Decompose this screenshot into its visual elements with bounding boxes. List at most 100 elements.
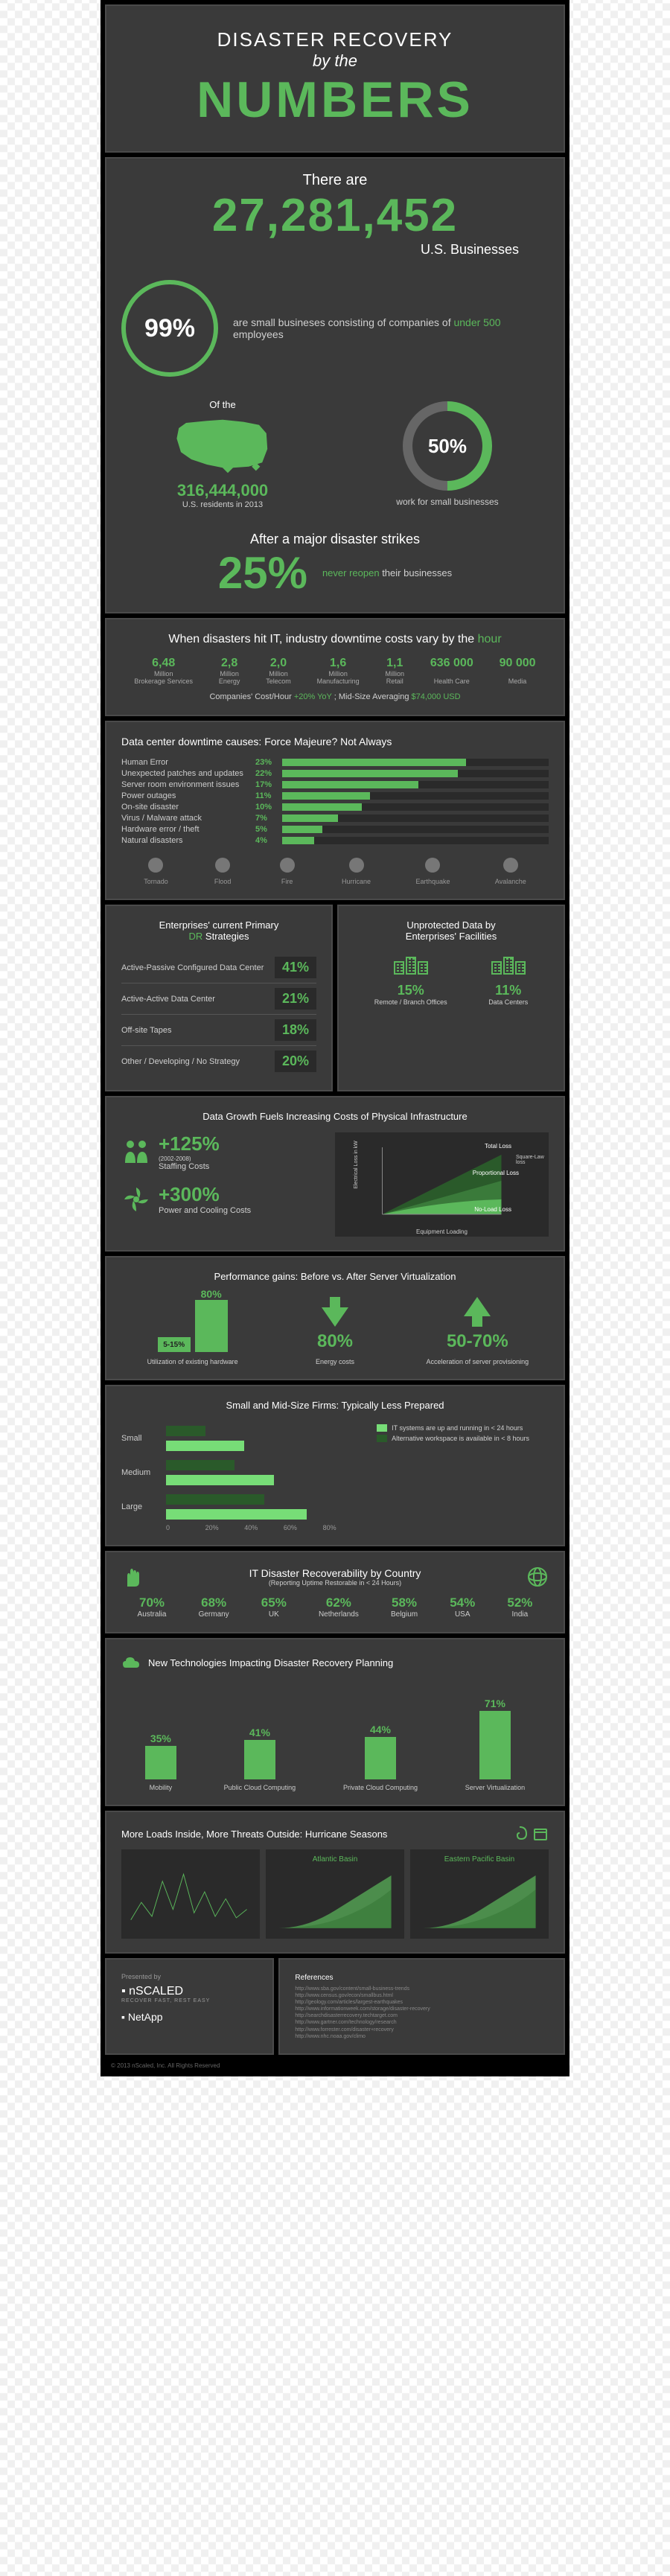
pct99-circle: 99% bbox=[121, 280, 218, 377]
dr-rows: Active-Passive Configured Data Center41%… bbox=[121, 952, 316, 1077]
cause-icons: TornadoFloodFireHurricaneEarthquakeAvala… bbox=[121, 855, 549, 885]
pct50-txt: work for small businesses bbox=[346, 497, 549, 507]
country-item: 62%Netherlands bbox=[319, 1595, 359, 1619]
countries: 70%Australia 68%Germany 65%UK 62%Netherland… bbox=[121, 1595, 549, 1619]
brand-panel: Presented by ▪ nSCALED RECOVER FAST, RES… bbox=[105, 1958, 274, 2055]
cause-row: Power outages11% bbox=[121, 791, 549, 800]
there-are: There are bbox=[121, 172, 549, 189]
residents-sub: U.S. residents in 2013 bbox=[121, 500, 324, 509]
refs-panel: References http://www.sba.gov/content/sm… bbox=[278, 1958, 565, 2055]
hurricane-chart: Atlantic Basin bbox=[266, 1849, 404, 1939]
growth-panel: Data Growth Fuels Increasing Costs of Ph… bbox=[105, 1096, 565, 1252]
prep-bars: SmallMediumLarge020%40%60%80% bbox=[121, 1421, 362, 1531]
country-item: 70%Australia bbox=[138, 1595, 167, 1619]
causes-panel: Data center downtime causes: Force Majeu… bbox=[105, 721, 565, 900]
cost-col: 6,48MillionBrokerage Services bbox=[134, 657, 193, 685]
pct99: 99% bbox=[144, 314, 195, 343]
pct50-donut: 50% bbox=[403, 401, 492, 491]
cost-col: 2,0MillionTelecom bbox=[266, 657, 291, 685]
title-line3: NUMBERS bbox=[121, 71, 549, 129]
dr-row: Active-Active Data Center21% bbox=[121, 983, 316, 1014]
disaster-icon: Flood bbox=[213, 855, 232, 885]
causes-bars: Human Error23% Unexpected patches and upd… bbox=[121, 758, 549, 845]
disaster-icon: Earthquake bbox=[415, 855, 450, 885]
footer-row: Presented by ▪ nSCALED RECOVER FAST, RES… bbox=[105, 1958, 565, 2059]
dr-row: Off-site Tapes18% bbox=[121, 1014, 316, 1045]
prep-panel: Small and Mid-Size Firms: Typically Less… bbox=[105, 1385, 565, 1546]
unprot-item: 15%Remote / Branch Offices bbox=[374, 957, 447, 1006]
cost-row: 6,48MillionBrokerage Services 2,8MillionE… bbox=[121, 657, 549, 685]
tech-item: 35%Mobility bbox=[145, 1746, 176, 1792]
prep-legend: IT systems are up and running in < 24 ho… bbox=[377, 1421, 549, 1531]
unprot-item: 11%Data Centers bbox=[488, 957, 528, 1006]
cause-row: Human Error23% bbox=[121, 758, 549, 767]
hurricane-charts: Atlantic BasinEastern Pacific Basin bbox=[121, 1849, 549, 1939]
pct50: 50% bbox=[428, 435, 467, 458]
country-panel: IT Disaster Recoverability by Country (R… bbox=[105, 1551, 565, 1633]
hurricane-chart: Eastern Pacific Basin bbox=[410, 1849, 549, 1939]
country-item: 52%India bbox=[507, 1595, 532, 1619]
people-icon bbox=[121, 1137, 151, 1167]
prep-title: Small and Mid-Size Firms: Typically Less… bbox=[121, 1400, 549, 1411]
pct99-text: are small busineses consisting of compan… bbox=[233, 316, 549, 340]
perf-panel: Performance gains: Before vs. After Serv… bbox=[105, 1256, 565, 1380]
perf-title: Performance gains: Before vs. After Serv… bbox=[121, 1271, 549, 1282]
of-the: Of the bbox=[121, 399, 324, 410]
cost-col: 90 000Media bbox=[500, 657, 536, 685]
cause-row: Hardware error / theft5% bbox=[121, 825, 549, 834]
usa-map-icon bbox=[170, 410, 275, 477]
cloud-icon bbox=[121, 1653, 141, 1672]
arrow-down-icon bbox=[322, 1307, 348, 1327]
biz-count: 27,281,452 bbox=[121, 189, 549, 242]
pct25: 25% bbox=[218, 547, 307, 599]
unprotected-panel: Unprotected Data by Enterprises' Facilit… bbox=[337, 905, 565, 1091]
copyright: © 2013 nScaled, Inc. All Rights Reserved bbox=[105, 2059, 565, 2072]
cause-row: Natural disasters4% bbox=[121, 836, 549, 845]
calendar-icon bbox=[532, 1826, 549, 1842]
cause-row: Unexpected patches and updates22% bbox=[121, 769, 549, 778]
fan-icon bbox=[121, 1185, 151, 1214]
tech-item: 41%Public Cloud Computing bbox=[224, 1740, 296, 1791]
tech-item: 71%Server Virtualization bbox=[465, 1711, 525, 1791]
prep-row: Medium bbox=[121, 1456, 362, 1490]
dr-panel: Enterprises' current Primary DR Strategi… bbox=[105, 905, 333, 1091]
loss-chart: Total Loss Proportional Loss No-Load Los… bbox=[335, 1132, 549, 1237]
cost-col: 1,6MillionManufacturing bbox=[317, 657, 360, 685]
cost-col: 2,8MillionEnergy bbox=[219, 657, 240, 685]
dr-row: Active-Passive Configured Data Center41% bbox=[121, 952, 316, 983]
country-item: 65%UK bbox=[261, 1595, 287, 1619]
after: After a major disaster strikes bbox=[121, 532, 549, 547]
country-item: 68%Germany bbox=[199, 1595, 229, 1619]
disaster-icon: Avalanche bbox=[495, 855, 526, 885]
cost-col: 1,1MillionRetail bbox=[386, 657, 405, 685]
prep-row: Large bbox=[121, 1490, 362, 1524]
dr-unprotected-row: Enterprises' current Primary DR Strategi… bbox=[105, 905, 565, 1096]
hurricane-panel: More Loads Inside, More Threats Outside:… bbox=[105, 1811, 565, 1954]
cost-col: 636 000Health Care bbox=[430, 657, 473, 685]
residents: 316,444,000 bbox=[121, 481, 324, 500]
dr-row: Other / Developing / No Strategy20% bbox=[121, 1045, 316, 1077]
tech-panel: New Technologies Impacting Disaster Reco… bbox=[105, 1638, 565, 1806]
hurricane-chart bbox=[121, 1849, 260, 1939]
growth-title: Data Growth Fuels Increasing Costs of Ph… bbox=[121, 1111, 549, 1122]
disaster-icon: Hurricane bbox=[342, 855, 371, 885]
causes-title: Data center downtime causes: Force Majeu… bbox=[121, 736, 549, 747]
infographic: DISASTER RECOVERY by the NUMBERS There a… bbox=[100, 0, 570, 2076]
us-biz: U.S. Businesses bbox=[121, 242, 549, 258]
downtime-title: When disasters hit IT, industry downtime… bbox=[121, 633, 549, 646]
globe-icon bbox=[526, 1566, 549, 1588]
country-item: 54%USA bbox=[450, 1595, 475, 1619]
title-panel: DISASTER RECOVERY by the NUMBERS bbox=[105, 4, 565, 153]
country-item: 58%Belgium bbox=[391, 1595, 418, 1619]
refs-list: http://www.sba.gov/content/small-busines… bbox=[295, 1986, 549, 2040]
arrow-up-icon bbox=[464, 1297, 491, 1316]
title-line2: by the bbox=[121, 51, 549, 71]
spiral-icon bbox=[511, 1826, 528, 1842]
prep-row: Small bbox=[121, 1421, 362, 1456]
hero-panel: There are 27,281,452 U.S. Businesses 99%… bbox=[105, 157, 565, 613]
cause-row: Virus / Malware attack7% bbox=[121, 814, 549, 823]
tech-bars: 35%Mobility41%Public Cloud Computing44%P… bbox=[121, 1687, 549, 1791]
cause-row: On-site disaster10% bbox=[121, 803, 549, 812]
unprotected-items: 15%Remote / Branch Offices 11%Data Center… bbox=[354, 957, 549, 1006]
cause-row: Server room environment issues17% bbox=[121, 780, 549, 789]
